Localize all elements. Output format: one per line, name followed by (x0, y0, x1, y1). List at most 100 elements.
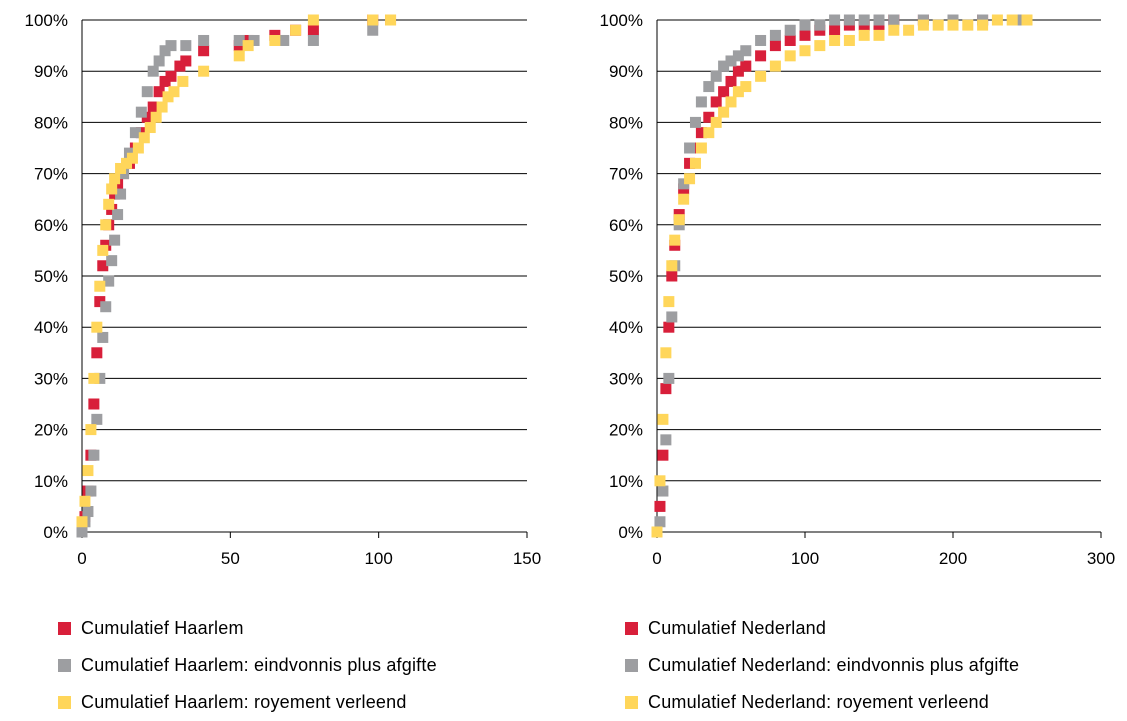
data-point (153, 55, 165, 67)
series-3 (76, 14, 397, 528)
data-point (156, 101, 168, 113)
data-point (121, 157, 132, 169)
data-point (94, 280, 106, 292)
data-point (174, 60, 186, 72)
data-point (660, 434, 672, 446)
x-tick-label: 200 (939, 549, 967, 568)
data-point (88, 398, 100, 410)
data-point (740, 60, 752, 72)
data-point (695, 127, 707, 139)
data-point (153, 86, 165, 98)
data-point (678, 193, 690, 205)
data-point (660, 347, 672, 359)
legend-label: Cumulatief Haarlem: royement verleend (81, 692, 407, 712)
data-point (703, 127, 715, 139)
legend-label: Cumulatief Haarlem (81, 618, 244, 638)
data-point (725, 55, 737, 67)
data-point (654, 475, 666, 487)
data-point (977, 19, 989, 31)
legend-item: Cumulatief Haarlem (58, 610, 437, 647)
data-point (829, 24, 841, 36)
data-point (248, 34, 260, 46)
legend-label: Cumulatief Nederland (648, 618, 827, 638)
y-tick-label: 10% (609, 472, 643, 491)
data-point (829, 34, 841, 46)
data-point (88, 372, 100, 384)
data-point (180, 55, 192, 67)
data-point (858, 14, 870, 26)
data-point (917, 19, 929, 31)
y-tick-label: 10% (34, 472, 68, 491)
chart-2: 0% 10% 20% 30% 40% 50% 60% 70% 80% 90% 100% 0 100 200… (600, 11, 1116, 568)
x-tick-label: 0 (652, 549, 661, 568)
data-point (76, 516, 88, 528)
data-point (654, 500, 666, 512)
series-2 (76, 24, 379, 538)
data-point (769, 40, 781, 52)
data-point (198, 65, 210, 77)
y-tick-label: 0% (43, 523, 68, 542)
legend-label: Cumulatief Haarlem: eindvonnis plus afgi… (81, 655, 437, 675)
data-point (695, 142, 707, 154)
data-point (165, 40, 177, 52)
x-tick-label: 150 (513, 549, 541, 568)
data-point (269, 34, 281, 46)
data-point (115, 162, 127, 174)
data-point (873, 14, 885, 26)
data-point (198, 45, 210, 57)
data-point (678, 178, 690, 190)
data-point (666, 260, 678, 272)
data-point (740, 45, 752, 57)
data-point (710, 116, 722, 128)
data-point (97, 260, 109, 272)
data-point (126, 152, 138, 164)
data-point (873, 29, 885, 41)
y-tick-label: 70% (34, 165, 68, 184)
legend-swatch-gray (625, 659, 638, 672)
legend-swatch-yellow (58, 696, 71, 709)
data-point (97, 244, 109, 256)
data-point (135, 106, 147, 118)
data-point (703, 111, 715, 123)
data-point (695, 96, 707, 108)
data-point (769, 60, 781, 72)
data-point (814, 40, 826, 52)
data-point (106, 255, 118, 267)
y-tick-label: 100% (25, 11, 68, 30)
data-point (91, 413, 103, 425)
data-point (82, 506, 94, 518)
legend-swatch-yellow (625, 696, 638, 709)
data-point (666, 311, 678, 323)
data-point (858, 29, 870, 41)
data-point (76, 526, 88, 538)
data-point (103, 275, 115, 287)
data-point (663, 296, 675, 308)
data-point (141, 86, 153, 98)
data-point (888, 24, 900, 36)
legend-haarlem: Cumulatief Haarlem Cumulatief Haarlem: e… (58, 610, 437, 721)
x-tick-label: 50 (221, 549, 240, 568)
data-point (112, 209, 124, 221)
data-point (725, 96, 737, 108)
data-point (233, 50, 245, 62)
data-point (129, 127, 141, 139)
charts-canvas: 0% 10% 20% 30% 40% 50% 60% 70% 80% 90% 100% 0 50 100 1… (25, 11, 1116, 568)
data-point (150, 111, 162, 123)
data-point (106, 183, 118, 195)
legend-label: Cumulatief Nederland: royement verleend (648, 692, 989, 712)
data-point (85, 424, 97, 436)
y-tick-label: 20% (609, 421, 643, 440)
data-point (725, 75, 737, 87)
y-tick-label: 70% (609, 165, 643, 184)
data-point (79, 495, 91, 507)
data-point (97, 331, 109, 343)
x-tick-label: 100 (364, 549, 392, 568)
y-tick-label: 100% (600, 11, 643, 30)
data-point (85, 485, 97, 497)
data-point (654, 516, 666, 528)
data-point (144, 122, 156, 134)
data-point (962, 19, 974, 31)
data-point (689, 142, 701, 154)
y-tick-label: 90% (609, 62, 643, 81)
data-point (784, 24, 796, 36)
